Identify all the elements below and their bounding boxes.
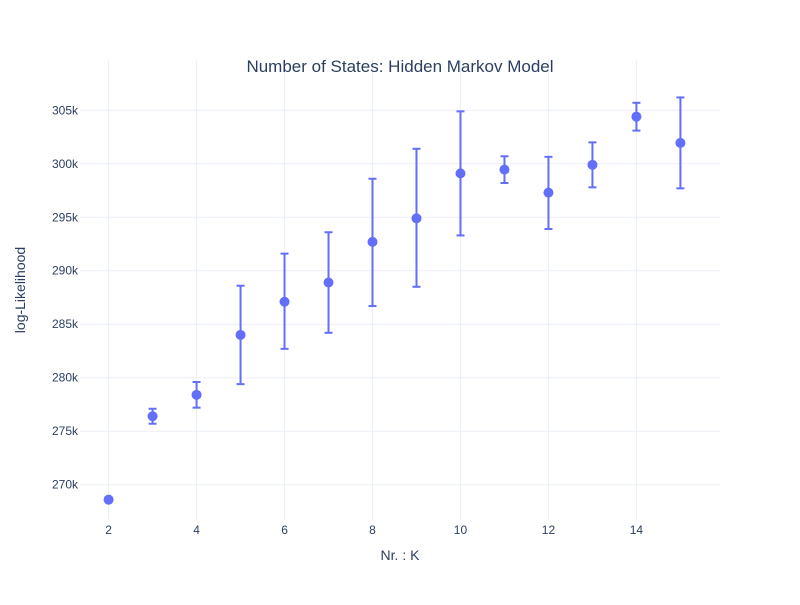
x-tick-label: 14 bbox=[630, 523, 644, 537]
grid bbox=[80, 60, 720, 520]
data-point bbox=[367, 236, 378, 247]
x-tick-label: 12 bbox=[542, 523, 556, 537]
data-point bbox=[455, 168, 466, 179]
tick-labels: 2 4 6 8 10 12 14 270k 275k 280k 285k 290k 295k 300k 30… bbox=[52, 103, 643, 537]
data-point bbox=[147, 411, 158, 422]
data-point bbox=[279, 296, 290, 307]
data-point bbox=[631, 111, 642, 122]
data-point bbox=[323, 277, 334, 288]
y-tick-label: 270k bbox=[52, 478, 79, 492]
data-point bbox=[587, 159, 598, 170]
y-tick-label: 290k bbox=[52, 264, 79, 278]
y-tick-label: 285k bbox=[52, 317, 79, 331]
x-tick-label: 4 bbox=[193, 523, 200, 537]
data-point bbox=[411, 213, 422, 224]
y-tick-label: 300k bbox=[52, 157, 79, 171]
y-axis-title: log-Likelihood bbox=[12, 247, 28, 333]
x-tick-label: 8 bbox=[369, 523, 376, 537]
data-point bbox=[543, 187, 554, 198]
error-bars bbox=[104, 96, 685, 501]
y-tick-label: 295k bbox=[52, 210, 79, 224]
x-tick-label: 2 bbox=[105, 523, 112, 537]
data-point bbox=[103, 494, 114, 505]
chart-title: Number of States: Hidden Markov Model bbox=[246, 57, 553, 76]
x-axis-title: Nr. : K bbox=[381, 547, 421, 563]
y-tick-label: 275k bbox=[52, 424, 79, 438]
data-point bbox=[499, 164, 510, 175]
data-points bbox=[103, 111, 686, 505]
x-tick-label: 10 bbox=[454, 523, 468, 537]
data-point bbox=[191, 389, 202, 400]
y-tick-label: 280k bbox=[52, 371, 79, 385]
data-point bbox=[235, 329, 246, 340]
x-tick-label: 6 bbox=[281, 523, 288, 537]
data-point bbox=[675, 137, 686, 148]
y-tick-label: 305k bbox=[52, 103, 79, 117]
